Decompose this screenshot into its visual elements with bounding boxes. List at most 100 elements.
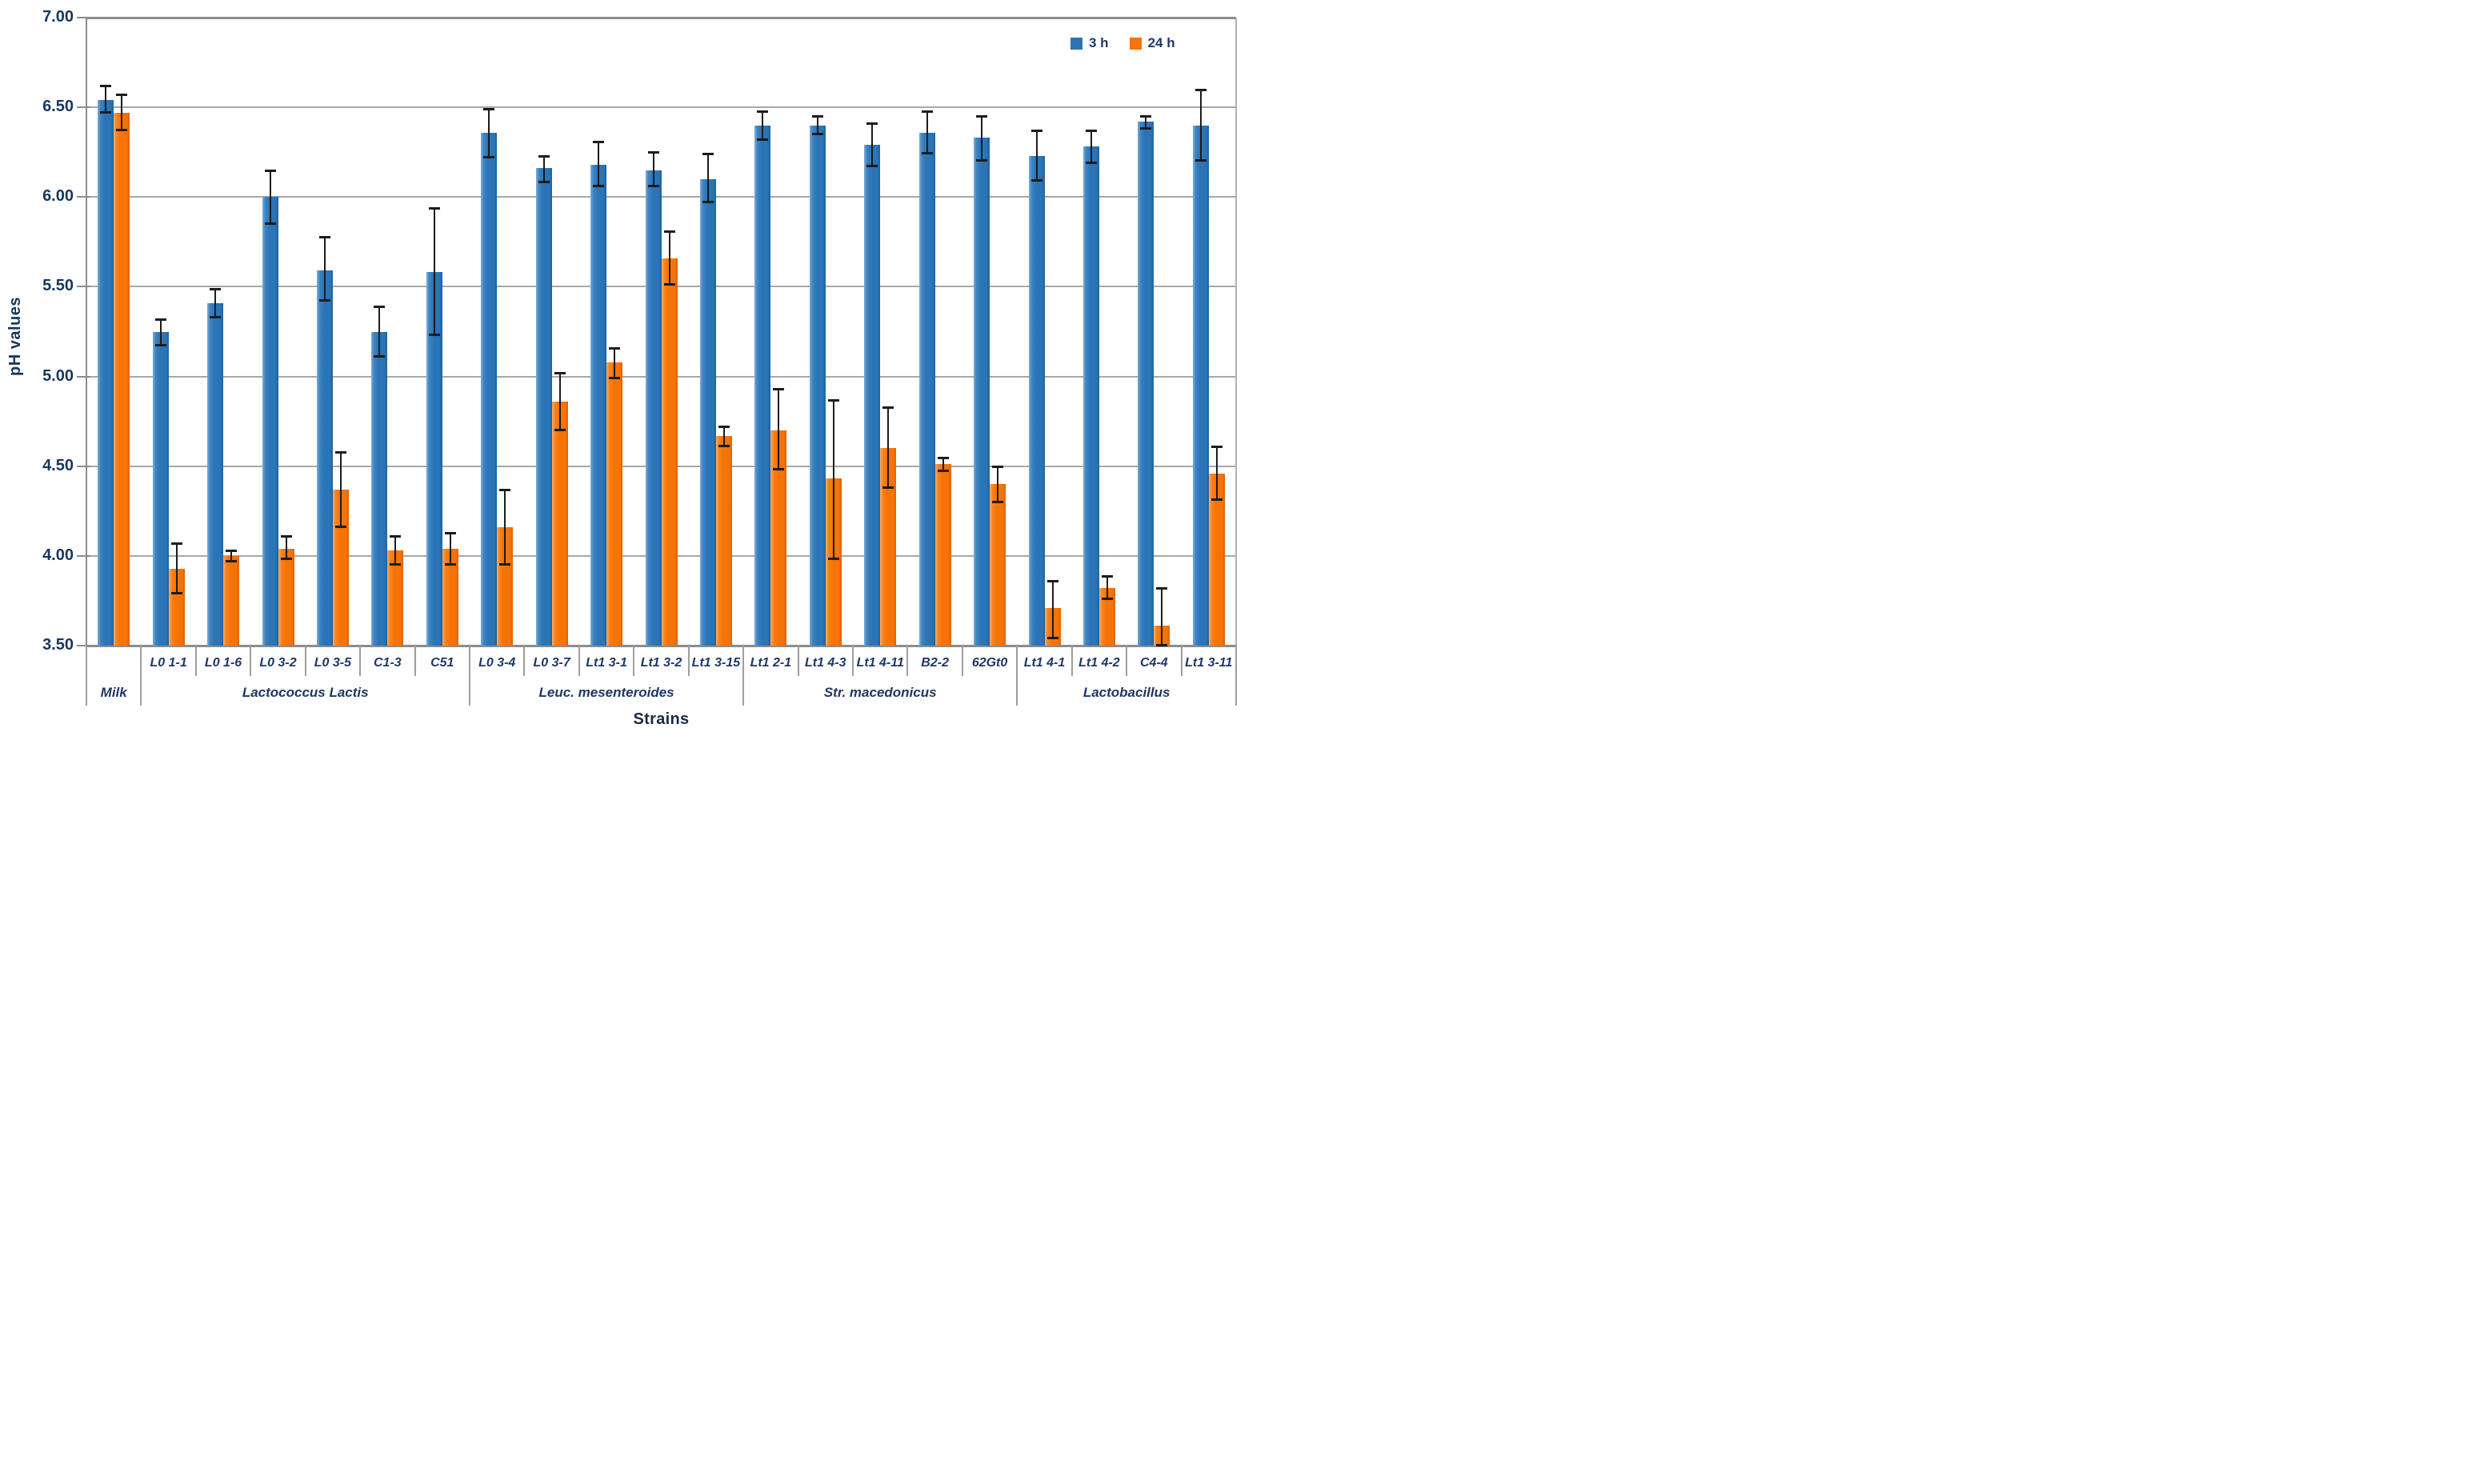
bar-24h-l0-3-5 [332, 489, 349, 646]
error-bar-cap-bottom [1030, 179, 1042, 182]
error-bar-cap-bottom [483, 155, 495, 158]
bar-24h-c1-3 [387, 550, 404, 646]
y-tick-label: 4.00 [42, 546, 74, 564]
legend-swatch-3h-icon [1070, 37, 1082, 50]
error-bar-cap-top [280, 535, 292, 538]
error-bar-line [449, 532, 451, 566]
bar-24h-l0-3-2 [278, 548, 294, 646]
error-bar-cap-top [992, 465, 1004, 468]
error-bar-cap-bottom [1140, 127, 1152, 130]
group-separator [86, 646, 87, 706]
error-bar-cap-bottom [554, 428, 566, 431]
category-separator [852, 646, 854, 676]
error-bar-cap-top [647, 151, 659, 154]
bar-3h-l0-3-5 [316, 270, 333, 646]
x-axis-title: Strains [633, 710, 690, 728]
x-group-label: Str. macedonicus [823, 685, 937, 700]
error-bar-cap-top [1156, 587, 1168, 590]
error-bar-cap-top [374, 306, 386, 309]
error-bar-line [433, 207, 435, 335]
bar-3h-l0-3-7 [535, 168, 552, 646]
x-category-label: Lt1 3-2 [640, 656, 682, 670]
error-bar-cap-top [499, 488, 511, 491]
y-tick-label: 5.50 [42, 277, 74, 295]
y-tick-mark [77, 375, 90, 378]
category-separator [194, 646, 197, 676]
error-bar-cap-top [976, 115, 988, 118]
x-axis-line [86, 645, 1237, 647]
error-bar-line [378, 306, 381, 357]
bar-3h-c51 [426, 272, 442, 646]
error-bar-cap-bottom [100, 110, 112, 114]
error-bar-cap-top [757, 110, 769, 113]
error-bar-line [488, 109, 490, 158]
category-separator [1126, 646, 1128, 676]
group-separator [469, 646, 470, 706]
error-bar-line [394, 536, 397, 566]
error-bar-cap-top [444, 531, 456, 534]
bar-24h-milk [114, 112, 130, 646]
error-bar-cap-bottom [718, 445, 730, 448]
bar-24h-c51 [442, 548, 458, 646]
x-category-label: B2-2 [921, 656, 949, 670]
error-bar-line [652, 152, 654, 186]
plot-right-border [1235, 18, 1237, 646]
error-bar-line [175, 543, 178, 594]
bar-chart-figure: pH values 3 h 24 h Strains 7.00 6.50 6.00 5… [0, 0, 1242, 742]
error-bar-cap-top [1210, 446, 1222, 449]
error-bar-cap-bottom [226, 559, 238, 562]
legend-swatch-24h-icon [1129, 37, 1142, 50]
error-bar-cap-top [866, 122, 878, 126]
error-bar-line [1199, 89, 1202, 162]
error-bar-cap-top [483, 108, 495, 111]
error-bar-line [1106, 575, 1108, 599]
error-bar-cap-bottom [992, 500, 1004, 503]
group-separator [742, 646, 745, 706]
x-group-label: Milk [100, 685, 127, 700]
error-bar-line [558, 373, 561, 430]
error-bar-line [981, 116, 983, 162]
category-separator [523, 646, 526, 676]
error-bar-cap-bottom [827, 558, 839, 561]
y-axis-line [86, 18, 87, 646]
error-bar-line [816, 116, 818, 134]
error-bar-cap-bottom [280, 558, 292, 561]
y-tick-label: 6.00 [42, 187, 74, 206]
error-bar-line [285, 536, 287, 560]
bar-3h-l0-1-1 [152, 331, 169, 646]
y-tick-label: 7.00 [42, 8, 74, 26]
error-bar-line [668, 230, 670, 286]
gridline [86, 196, 1236, 198]
x-group-label: Leuc. mesenteroides [538, 685, 674, 700]
error-bar-line [105, 86, 107, 113]
error-bar-cap-top [1140, 115, 1152, 118]
error-bar-cap-top [937, 456, 949, 459]
y-tick-mark [77, 196, 90, 198]
bar-24h-lt1-3-1 [606, 362, 623, 646]
error-bar-line [542, 155, 545, 183]
bar-3h-lt1-3-11 [1192, 125, 1209, 646]
error-bar-cap-top [116, 94, 128, 97]
error-bar-cap-top [390, 535, 402, 538]
error-bar-cap-top [593, 140, 605, 143]
error-bar-cap-top [210, 287, 222, 290]
x-category-label: Lt1 3-11 [1185, 656, 1233, 670]
error-bar-cap-bottom [593, 184, 605, 187]
error-bar-cap-bottom [647, 184, 659, 187]
error-bar-line [778, 389, 780, 470]
error-bar-cap-bottom [1210, 498, 1222, 502]
x-category-label: C4-4 [1140, 656, 1168, 670]
bar-3h-lt1-4-2 [1082, 146, 1099, 646]
error-bar-line [214, 288, 217, 318]
error-bar-cap-bottom [374, 354, 386, 358]
error-bar-cap-top [554, 372, 566, 375]
error-bar-line [722, 426, 725, 447]
group-separator [1235, 646, 1237, 706]
bar-3h-milk [98, 100, 114, 646]
error-bar-cap-bottom [1085, 161, 1097, 164]
gridline [86, 106, 1236, 109]
error-bar-cap-bottom [210, 315, 222, 318]
category-separator [1180, 646, 1182, 676]
error-bar-cap-top [811, 115, 823, 118]
y-axis-title: pH values [6, 297, 24, 376]
